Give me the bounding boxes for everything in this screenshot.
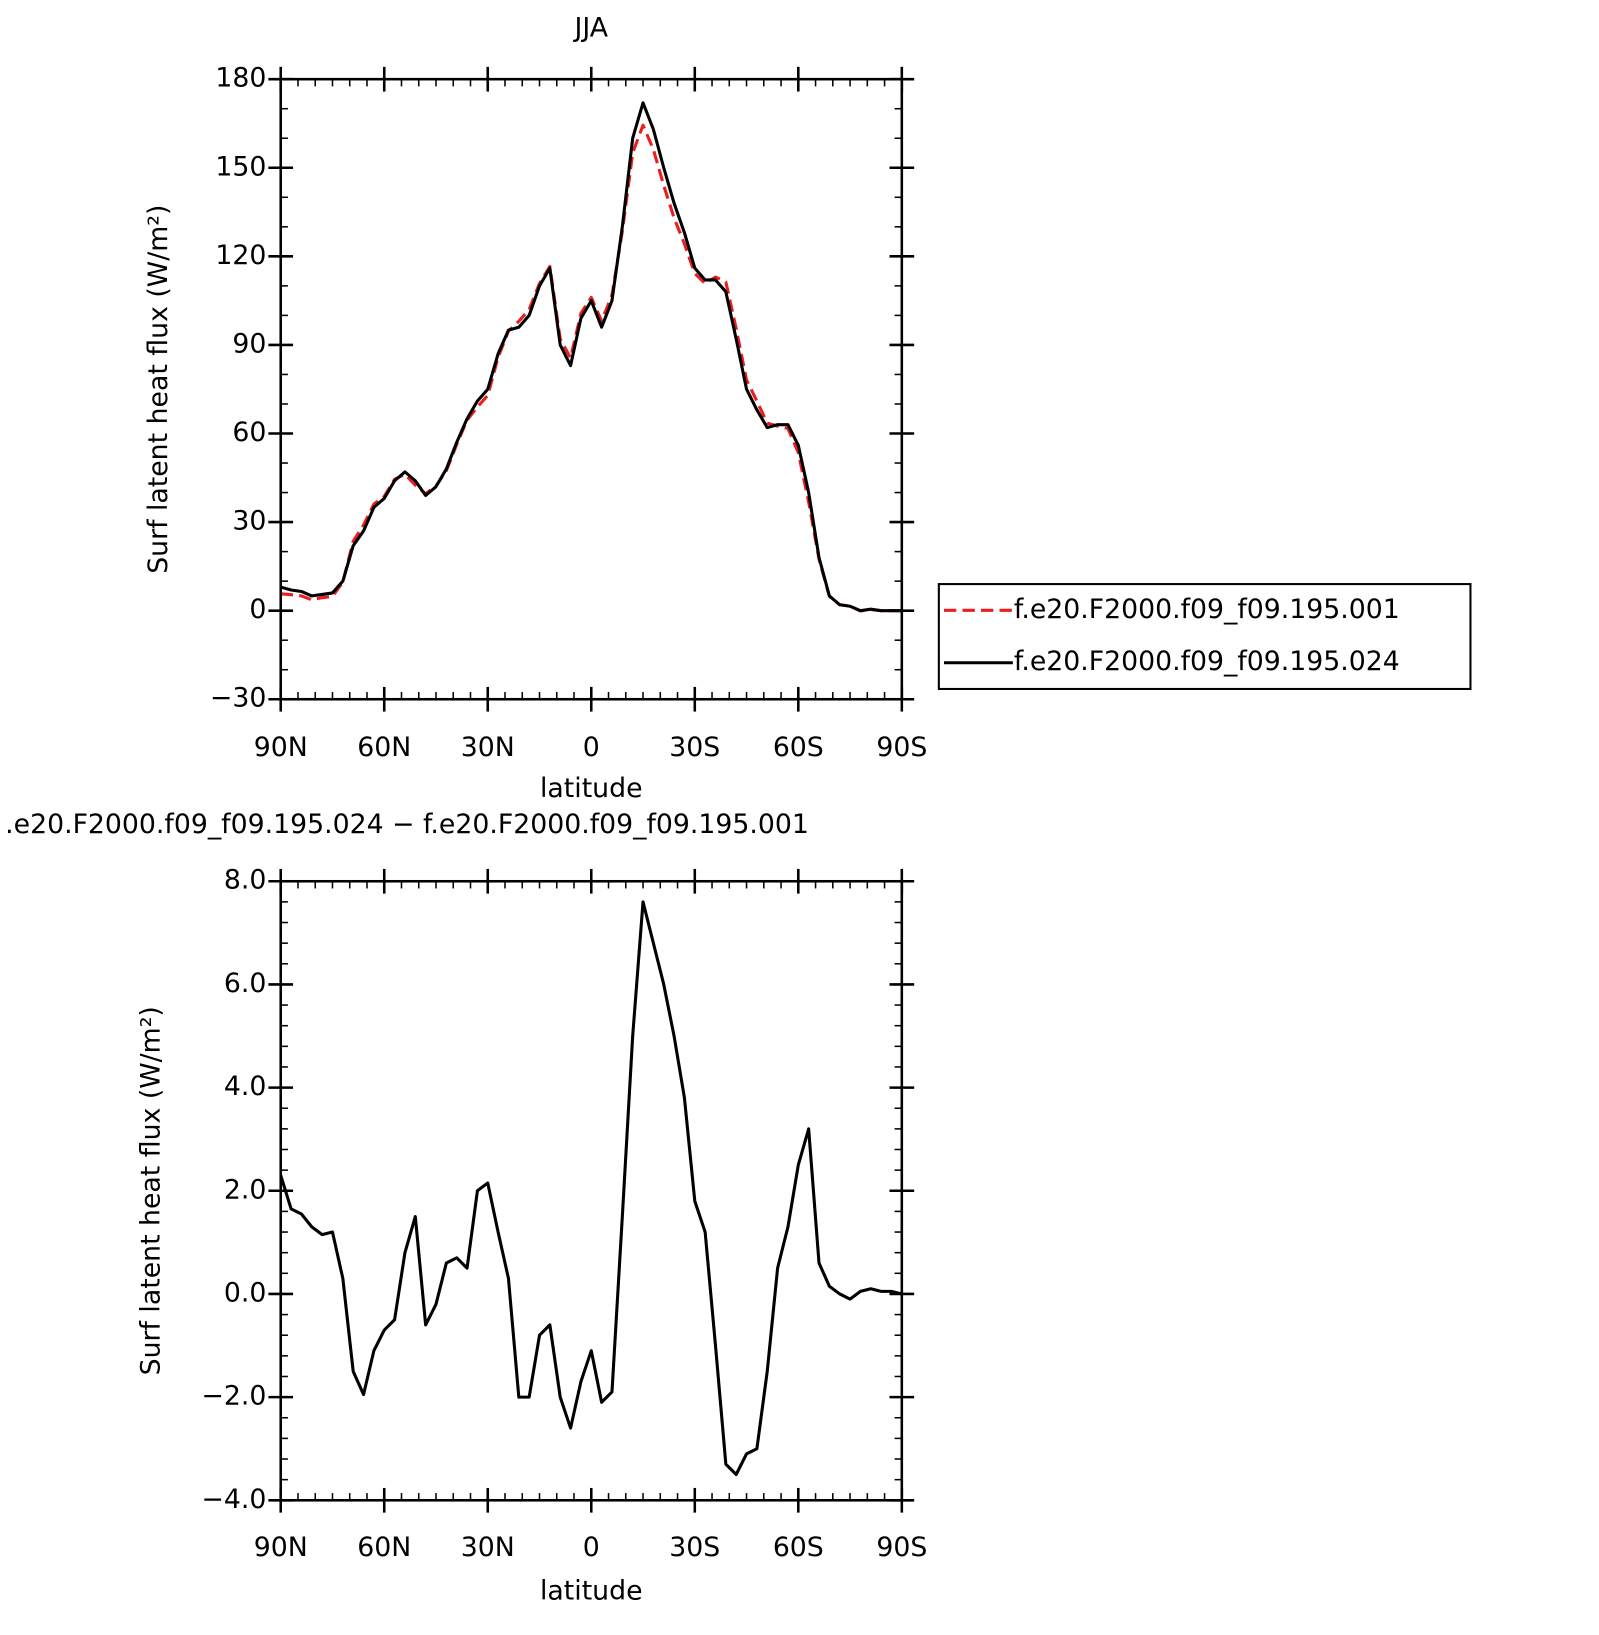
data-line [279,900,903,1477]
x-tick-label: 30N [461,1532,515,1563]
y-tick-label: −30 [210,683,266,714]
x-tick-label: 90N [254,732,308,763]
y-tick-label: 90 [232,328,266,359]
chart-title: JJA [572,12,608,43]
y-axis-label: Surf latent heat flux (W/m²) [143,205,174,574]
y-tick-label: 8.0 [224,865,266,896]
data-line [280,123,902,613]
plot-frame [279,77,904,701]
y-tick-label: 180 [215,63,266,94]
y-tick-label: 0.0 [224,1277,266,1308]
x-tick-label: 60S [773,732,824,763]
y-tick-label: 6.0 [224,968,266,999]
y-tick-label: 2.0 [224,1174,266,1205]
legend-box [937,583,1472,690]
legend-label: f.e20.F2000.f09_f09.195.001 [1014,594,1400,625]
y-tick-label: 30 [232,506,266,537]
x-axis-label: latitude [540,773,643,804]
x-tick-label: 90N [254,1532,308,1563]
y-tick-label: 4.0 [224,1071,266,1102]
x-tick-label: 90S [876,1532,927,1563]
x-axis-label: latitude [540,1575,643,1606]
x-tick-label: 0 [583,1532,600,1563]
legend-label: f.e20.F2000.f09_f09.195.024 [1014,646,1400,677]
x-tick-label: 0 [583,732,600,763]
x-tick-label: 30S [669,732,720,763]
x-tick-label: 60S [773,1532,824,1563]
x-tick-label: 30N [461,732,515,763]
y-tick-label: −4.0 [201,1484,266,1515]
y-tick-label: 120 [215,240,266,271]
x-tick-label: 60N [357,1532,411,1563]
chart-title: .e20.F2000.f09_f09.195.024 − f.e20.F2000… [5,809,809,840]
y-tick-label: 0 [249,594,266,625]
plot-frame [279,879,904,1502]
data-line [280,101,902,613]
x-tick-label: 90S [876,732,927,763]
x-tick-label: 30S [669,1532,720,1563]
y-tick-label: 60 [232,417,266,448]
x-tick-label: 60N [357,732,411,763]
y-tick-label: 150 [215,151,266,182]
y-tick-label: −2.0 [201,1381,266,1412]
y-axis-label: Surf latent heat flux (W/m²) [136,1006,167,1375]
